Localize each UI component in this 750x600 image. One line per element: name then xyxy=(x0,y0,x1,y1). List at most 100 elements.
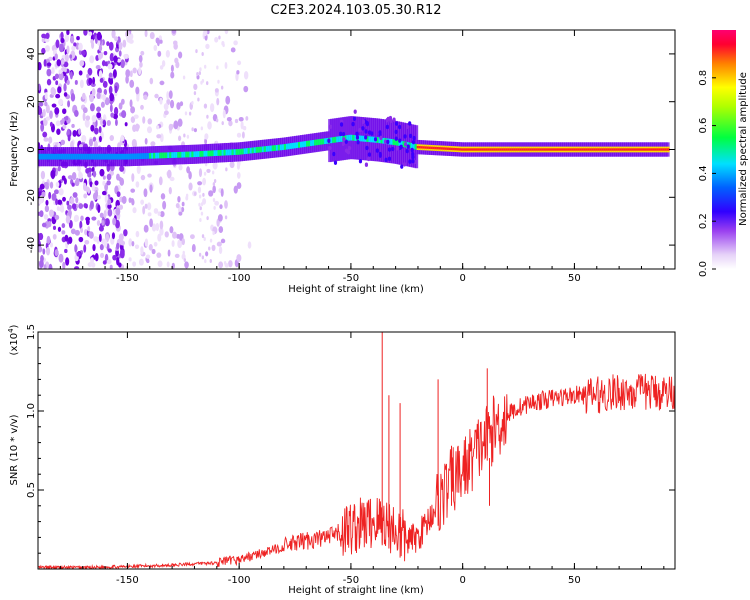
ridge-max-cell xyxy=(438,147,443,150)
burst-cell xyxy=(392,117,396,122)
noise-cell xyxy=(108,72,113,78)
ridge-peak-cell xyxy=(388,138,393,145)
ridge-peak-cell xyxy=(348,134,352,141)
noise-cell xyxy=(118,102,123,110)
ridge-max-cell xyxy=(617,148,622,151)
noise-cell xyxy=(98,135,102,143)
noise-cell xyxy=(118,50,122,57)
ridge-peak-cell xyxy=(310,140,314,147)
ridge-max-cell xyxy=(499,148,503,151)
ridge-peak-cell xyxy=(48,153,53,160)
noise-cell xyxy=(87,171,92,178)
ridge-peak-cell xyxy=(414,143,419,150)
ridge-peak-cell xyxy=(285,143,290,150)
ridge-max-cell xyxy=(539,148,543,151)
burst-cell xyxy=(386,139,390,145)
burst-cell xyxy=(387,156,392,162)
ridge-peak-cell xyxy=(161,152,165,159)
ridge-peak-cell xyxy=(273,145,278,151)
noise-cell xyxy=(100,101,105,108)
noise-cell xyxy=(140,246,144,255)
burst-cell xyxy=(387,147,392,152)
noise-cell xyxy=(83,30,88,36)
noise-cell xyxy=(238,116,244,122)
noise-cell xyxy=(54,249,59,257)
noise-cell xyxy=(131,199,135,206)
ridge-peak-cell xyxy=(108,153,113,160)
noise-cell xyxy=(84,239,90,245)
ridge-peak-cell xyxy=(46,153,51,160)
noise-cell xyxy=(114,36,119,42)
ridge-peak-cell xyxy=(271,145,276,152)
noise-cell xyxy=(90,124,95,132)
noise-cell xyxy=(163,103,169,111)
ridge-peak-cell xyxy=(86,153,91,160)
ridge-peak-cell xyxy=(322,138,326,145)
ridge-max-cell xyxy=(545,148,549,151)
ridge-peak-cell xyxy=(114,153,119,160)
noise-cell xyxy=(82,112,86,121)
noise-cell xyxy=(74,79,78,85)
burst-cell xyxy=(385,118,389,123)
noise-cell xyxy=(49,242,54,248)
ridge-peak-cell xyxy=(269,145,274,152)
noise-cell xyxy=(47,220,52,228)
ridge-peak-cell xyxy=(90,153,95,160)
noise-cell xyxy=(179,101,184,107)
noise-cell xyxy=(76,251,81,257)
ridge-max-cell xyxy=(440,147,445,150)
ridge-peak-cell xyxy=(209,150,213,157)
colorbar-gradient xyxy=(712,30,736,269)
noise-cell xyxy=(52,233,57,240)
ridge-max-cell xyxy=(513,148,517,151)
noise-cell xyxy=(132,67,137,74)
noise-cell xyxy=(122,39,127,48)
noise-cell xyxy=(116,257,120,266)
noise-cell xyxy=(92,76,96,85)
noise-cell xyxy=(102,80,108,88)
noise-cell xyxy=(45,199,49,206)
noise-cell xyxy=(91,183,95,192)
noise-cell xyxy=(218,246,223,255)
ridge-peak-cell xyxy=(259,146,264,153)
noise-cell xyxy=(96,31,102,41)
noise-cell xyxy=(82,92,86,100)
noise-cell xyxy=(82,107,88,114)
ridge-peak-cell xyxy=(155,152,159,159)
ridge-peak-cell xyxy=(177,151,181,158)
noise-cell xyxy=(116,58,122,63)
noise-cell xyxy=(233,40,238,46)
noise-cell xyxy=(57,199,63,205)
noise-cell xyxy=(193,128,197,133)
noise-cell xyxy=(204,133,209,140)
burst-cell xyxy=(364,135,368,140)
ridge-peak-cell xyxy=(163,152,167,159)
noise-cell xyxy=(197,97,200,102)
burst-cell xyxy=(406,144,410,149)
noise-cell xyxy=(212,185,216,194)
noise-cell xyxy=(159,220,164,230)
noise-cell xyxy=(55,80,59,86)
noise-cell xyxy=(106,173,112,181)
noise-cell xyxy=(74,244,78,253)
ridge-peak-cell xyxy=(320,138,324,145)
ridge-peak-cell xyxy=(80,153,85,160)
noise-cell xyxy=(166,261,170,268)
ridge-max-cell xyxy=(611,148,616,151)
noise-cell xyxy=(218,261,224,269)
noise-cell xyxy=(100,252,105,259)
noise-cell xyxy=(99,212,104,218)
noise-cell xyxy=(67,209,72,218)
burst-cell xyxy=(385,124,389,130)
ridge-peak-cell xyxy=(82,153,87,160)
ridge-peak-cell xyxy=(74,153,79,160)
colorbar-tick-label: 0.8 xyxy=(698,70,709,86)
noise-cell xyxy=(173,120,179,130)
noise-cell xyxy=(226,116,232,122)
noise-cell xyxy=(219,204,223,210)
noise-cell xyxy=(73,216,78,223)
noise-cell xyxy=(128,238,133,247)
x-tick-label: -50 xyxy=(343,575,359,586)
burst-cell xyxy=(347,145,352,151)
noise-cell xyxy=(121,110,127,118)
